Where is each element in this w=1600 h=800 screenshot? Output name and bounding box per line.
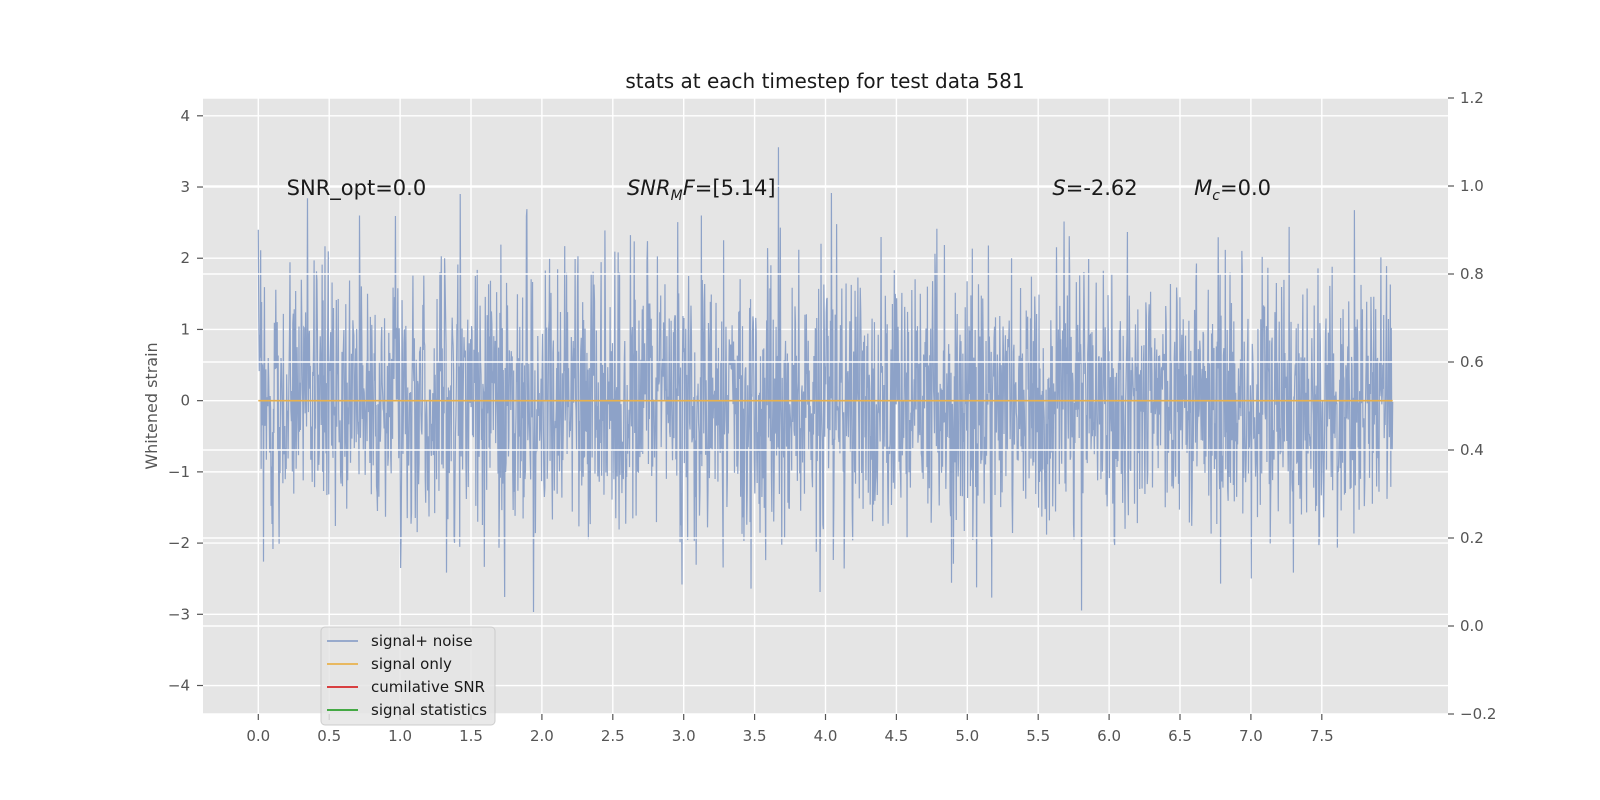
legend-label: signal only <box>371 655 452 673</box>
x-tick-label: 3.0 <box>672 727 696 745</box>
x-tick-label: 4.0 <box>814 727 838 745</box>
y-tick-label: 2 <box>180 249 190 267</box>
y-tick-label: 3 <box>180 178 190 196</box>
x-tick-label: 7.0 <box>1239 727 1263 745</box>
legend-label: signal+ noise <box>371 632 473 650</box>
y2-tick-label: 0.2 <box>1460 529 1484 547</box>
x-tick-label: 2.0 <box>530 727 554 745</box>
y2-tick-label: 1.2 <box>1460 89 1484 107</box>
signal-noise-line <box>257 147 1394 613</box>
annotation: Mc=0.0 <box>1194 176 1271 204</box>
annotation: S=-2.62 <box>1052 176 1137 200</box>
legend-label: cumilative SNR <box>371 678 485 696</box>
legend: signal+ noise signal only cumilative SNR si… <box>320 626 496 726</box>
x-tick-label: 1.5 <box>459 727 483 745</box>
x-tick-label: 5.0 <box>955 727 979 745</box>
x-tick-label: 0.0 <box>246 727 270 745</box>
y-tick-label: 0 <box>180 392 190 410</box>
y2-tick-label: 0.8 <box>1460 265 1484 283</box>
x-tick-label: 5.5 <box>1026 727 1050 745</box>
x-tick-label: 6.0 <box>1097 727 1121 745</box>
x-tick-label: 3.5 <box>743 727 767 745</box>
chart-title: stats at each timestep for test data 581 <box>625 69 1024 93</box>
annotations: SNR_opt=0.0 SNRMF=[5.14] S=-2.62 Mc=0.0 <box>287 176 1271 204</box>
y2-tick-label: 0.4 <box>1460 441 1484 459</box>
x-tick-label: 4.5 <box>884 727 908 745</box>
annotation: SNRMF=[5.14] <box>627 176 776 204</box>
y-tick-label: 4 <box>180 107 190 125</box>
y-axis-label: Whitened strain <box>142 342 161 469</box>
y2-tick-label: 1.0 <box>1460 177 1484 195</box>
x-tick-label: 2.5 <box>601 727 625 745</box>
x-tick-label: 0.5 <box>317 727 341 745</box>
y2-tick-label: 0.6 <box>1460 353 1484 371</box>
legend-label: signal statistics <box>371 701 487 719</box>
y-tick-label: −1 <box>168 463 190 481</box>
legend-frame <box>320 626 496 726</box>
y-tick-label: −4 <box>168 677 190 695</box>
x-tick-label: 6.5 <box>1168 727 1192 745</box>
y2-tick-label: −0.2 <box>1460 705 1496 723</box>
y2-tick-label: 0.0 <box>1460 617 1484 635</box>
signal-noise-series <box>257 147 1394 613</box>
annotation: SNR_opt=0.0 <box>287 176 427 201</box>
y-tick-label: −2 <box>168 534 190 552</box>
y-tick-label: −3 <box>168 605 190 623</box>
x-tick-label: 7.5 <box>1310 727 1334 745</box>
x-tick-label: 1.0 <box>388 727 412 745</box>
y-tick-label: 1 <box>180 320 190 338</box>
axes: 0.0 0.5 1.0 1.5 2.0 2.5 3.0 3.5 4.0 4.5 5.0 5.5 6.0 6… <box>168 89 1497 745</box>
